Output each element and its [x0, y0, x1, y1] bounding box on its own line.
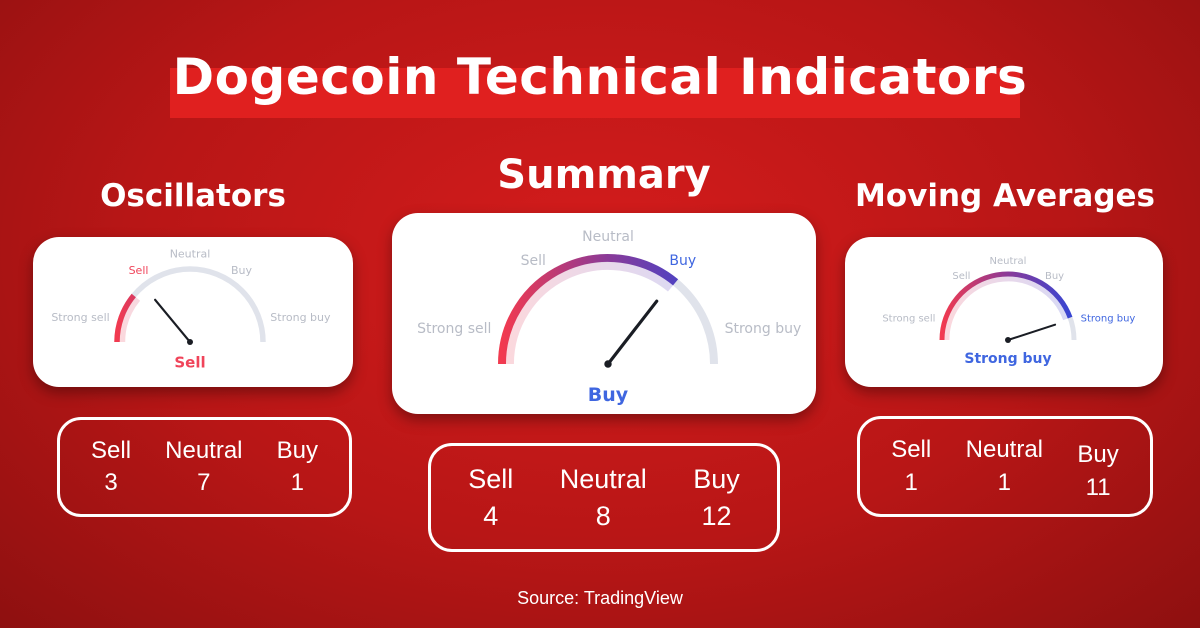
gauge-label-sell: Sell	[952, 271, 970, 282]
summary-heading: Summary	[497, 152, 711, 198]
gauge-result: Buy	[588, 384, 629, 406]
buy-count: Buy 11	[1077, 439, 1118, 504]
sell-count: Sell 1	[891, 434, 931, 499]
buy-value: 11	[1085, 473, 1111, 501]
gauge-label-buy: Buy	[231, 264, 253, 277]
buy-label: Buy	[276, 436, 318, 464]
gauge-label-strong-sell: Strong sell	[882, 313, 935, 324]
gauge-result: Sell	[174, 354, 205, 372]
gauge-label-strong-sell: Strong sell	[417, 321, 491, 337]
buy-label: Buy	[1077, 441, 1119, 469]
buy-label: Buy	[693, 464, 740, 495]
needle-pivot	[187, 339, 193, 345]
gauge-label-strong-sell: Strong sell	[51, 311, 109, 324]
buy-value: 1	[290, 469, 304, 496]
sell-value: 1	[904, 468, 918, 496]
gauge-fill-shadow	[505, 261, 674, 365]
sell-count: Sell 3	[91, 435, 131, 500]
gauge-needle	[1008, 323, 1057, 341]
gauge-label-strong-buy: Strong buy	[725, 321, 802, 337]
neutral-value: 8	[595, 500, 611, 531]
sell-label: Sell	[468, 464, 514, 495]
needle-pivot	[604, 360, 612, 368]
gauge-track	[114, 266, 266, 343]
gauge-fill	[498, 254, 679, 365]
summary-gauge-card: Strong sell Sell Neutral Buy Strong buy Buy	[392, 213, 816, 414]
gauge-label-neutral: Neutral	[990, 256, 1027, 267]
neutral-value: 7	[197, 469, 211, 496]
gauge-needle	[154, 298, 190, 342]
buy-count: Buy 12	[693, 461, 740, 534]
gauge-label-strong-buy: Strong buy	[270, 311, 331, 324]
gauge-fill-shadow	[119, 297, 141, 343]
oscillators-counts: Sell 3 Neutral 7 Buy 1	[57, 417, 352, 517]
buy-value: 12	[701, 500, 732, 531]
moving-averages-counts: Sell 1 Neutral 1 Buy 11	[857, 416, 1153, 517]
neutral-count: Neutral 8	[560, 461, 647, 534]
gauge-fill	[114, 293, 136, 343]
gauge-label-neutral: Neutral	[170, 247, 211, 260]
moving-averages-heading: Moving Averages	[854, 178, 1156, 214]
sell-value: 4	[483, 500, 499, 531]
gauge-fill-shadow	[944, 276, 1068, 341]
gauge-needle	[608, 299, 659, 364]
neutral-count: Neutral 1	[966, 434, 1043, 499]
sell-label: Sell	[891, 436, 932, 464]
gauge-result: Strong buy	[964, 351, 1051, 367]
neutral-label: Neutral	[965, 436, 1044, 464]
gauge-label-buy: Buy	[669, 253, 696, 269]
oscillators-gauge-card: Strong sell Sell Neutral Buy Strong buy Sell	[33, 237, 353, 387]
moving-averages-gauge-card: Strong sell Sell Neutral Buy Strong buy Stron…	[845, 237, 1163, 387]
oscillators-heading: Oscillators	[100, 178, 286, 214]
needle-pivot	[1005, 337, 1011, 343]
gauge-label-sell: Sell	[129, 264, 149, 277]
gauge-label-buy: Buy	[1045, 271, 1064, 282]
gauge-label-strong-buy: Strong buy	[1081, 313, 1136, 324]
buy-count: Buy 1	[277, 435, 318, 500]
gauge-track	[498, 254, 718, 365]
sell-count: Sell 4	[468, 461, 513, 534]
neutral-label: Neutral	[559, 464, 647, 495]
neutral-count: Neutral 7	[165, 435, 242, 500]
title-highlight	[170, 68, 1020, 118]
summary-counts: Sell 4 Neutral 8 Buy 12	[428, 443, 780, 552]
neutral-value: 1	[997, 468, 1011, 496]
source-caption: Source: TradingView	[517, 588, 683, 608]
gauge-label-sell: Sell	[521, 253, 546, 269]
sell-label: Sell	[91, 436, 132, 464]
gauge-track	[939, 271, 1077, 341]
gauge-fill	[939, 271, 1073, 341]
neutral-label: Neutral	[165, 436, 243, 464]
sell-value: 3	[104, 469, 118, 496]
gauge-label-neutral: Neutral	[582, 229, 634, 245]
page-title: Dogecoin Technical Indicators	[172, 48, 1028, 106]
